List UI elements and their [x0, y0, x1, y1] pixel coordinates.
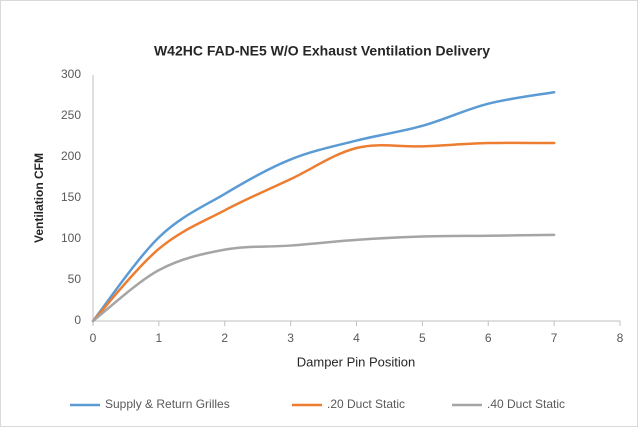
chart-title: W42HC FAD-NE5 W/O Exhaust Ventilation De… [154, 43, 490, 59]
y-axis-title: Ventilation CFM [32, 153, 46, 243]
y-tick-label: 50 [68, 272, 82, 286]
y-tick-label: 150 [61, 190, 81, 204]
y-tick-label: 250 [61, 108, 81, 122]
x-tick-label: 1 [156, 331, 163, 345]
series-line [91, 233, 556, 323]
x-axis-title: Damper Pin Position [297, 354, 416, 369]
x-tick-label: 8 [617, 331, 624, 345]
legend-label: .40 Duct Static [487, 397, 565, 411]
legend-label: Supply & Return Grilles [105, 397, 230, 411]
y-tick-label: 100 [61, 231, 81, 245]
series-line [91, 90, 556, 323]
y-tick-label: 0 [74, 313, 81, 327]
x-tick-label: 5 [419, 331, 426, 345]
x-tick-label: 4 [353, 331, 360, 345]
x-tick-label: 2 [221, 331, 228, 345]
x-tick-label: 0 [90, 331, 97, 345]
y-tick-label: 300 [61, 67, 81, 81]
x-tick-label: 7 [551, 331, 558, 345]
series-line [91, 141, 556, 323]
x-tick-label: 3 [287, 331, 294, 345]
y-tick-label: 200 [61, 149, 81, 163]
x-tick-label: 6 [485, 331, 492, 345]
legend-label: .20 Duct Static [327, 397, 405, 411]
